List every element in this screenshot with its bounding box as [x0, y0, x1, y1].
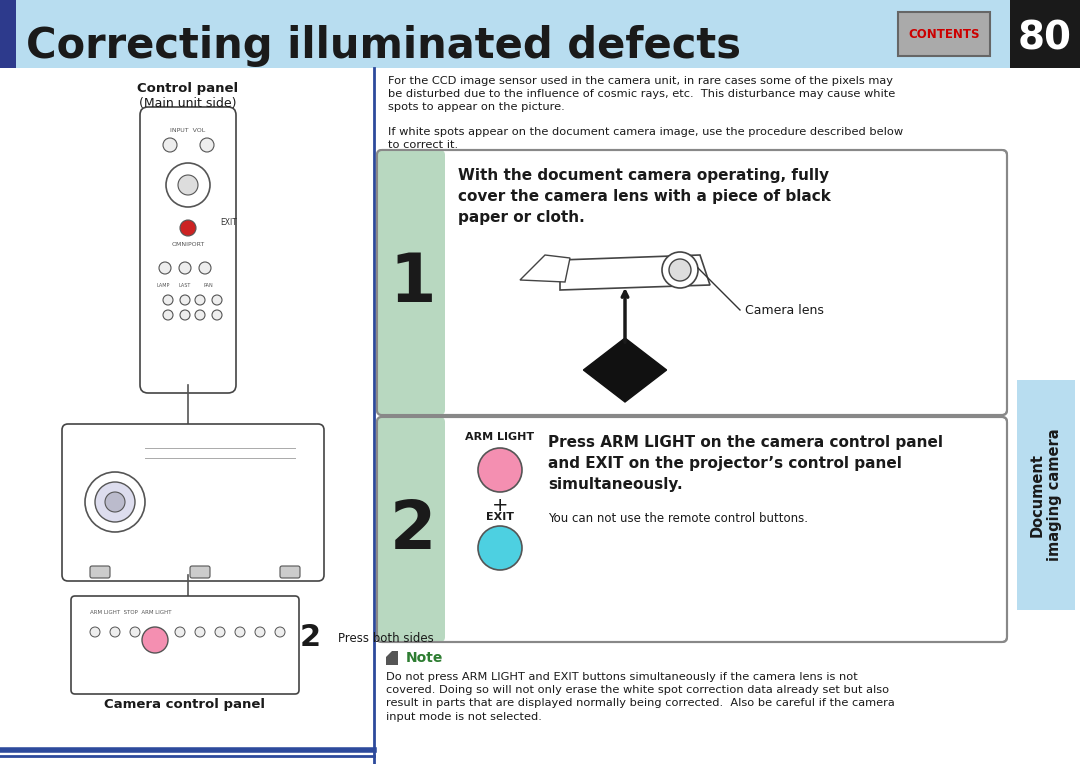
Circle shape: [178, 175, 198, 195]
Circle shape: [662, 252, 698, 288]
Circle shape: [180, 310, 190, 320]
Text: INPUT  VOL: INPUT VOL: [171, 128, 205, 133]
Text: Document
imaging camera: Document imaging camera: [1030, 429, 1063, 562]
Text: Note: Note: [406, 651, 444, 665]
Circle shape: [180, 220, 195, 236]
Text: ARM LIGHT: ARM LIGHT: [465, 432, 535, 442]
Text: With the document camera operating, fully
cover the camera lens with a piece of : With the document camera operating, full…: [458, 168, 831, 225]
Circle shape: [212, 310, 222, 320]
FancyBboxPatch shape: [90, 566, 110, 578]
Circle shape: [179, 262, 191, 274]
Text: ARM LIGHT  STOP  ARM LIGHT: ARM LIGHT STOP ARM LIGHT: [90, 610, 172, 615]
Circle shape: [215, 627, 225, 637]
Text: OMNIPORT: OMNIPORT: [172, 242, 204, 247]
FancyBboxPatch shape: [411, 155, 445, 410]
Text: EXIT: EXIT: [486, 512, 514, 522]
Text: 1: 1: [390, 250, 436, 316]
Text: Press ARM LIGHT on the camera control panel
and EXIT on the projector’s control : Press ARM LIGHT on the camera control pa…: [548, 435, 943, 492]
Text: Camera lens: Camera lens: [745, 303, 824, 316]
Text: (Main unit side): (Main unit side): [139, 97, 237, 110]
FancyBboxPatch shape: [897, 12, 990, 56]
FancyBboxPatch shape: [190, 566, 210, 578]
Text: Control panel: Control panel: [137, 82, 239, 95]
FancyBboxPatch shape: [71, 596, 299, 694]
Circle shape: [110, 627, 120, 637]
Text: +: +: [491, 496, 509, 515]
Text: You can not use the remote control buttons.: You can not use the remote control butto…: [548, 512, 808, 525]
Circle shape: [141, 627, 168, 653]
Text: Camera control panel: Camera control panel: [105, 698, 266, 711]
Circle shape: [85, 472, 145, 532]
FancyBboxPatch shape: [377, 150, 445, 415]
Circle shape: [105, 492, 125, 512]
Text: Press both sides: Press both sides: [338, 632, 434, 645]
Circle shape: [212, 295, 222, 305]
Circle shape: [235, 627, 245, 637]
Circle shape: [199, 262, 211, 274]
Polygon shape: [386, 651, 392, 657]
Circle shape: [163, 138, 177, 152]
FancyBboxPatch shape: [140, 107, 237, 393]
Text: Correcting illuminated defects: Correcting illuminated defects: [26, 25, 741, 67]
Circle shape: [159, 262, 171, 274]
Polygon shape: [583, 338, 666, 402]
Text: 80: 80: [1018, 19, 1072, 57]
Circle shape: [163, 310, 173, 320]
FancyBboxPatch shape: [0, 0, 1080, 68]
Text: Do not press ARM LIGHT and EXIT buttons simultaneously if the camera lens is not: Do not press ARM LIGHT and EXIT buttons …: [386, 672, 894, 722]
Text: LAST: LAST: [179, 283, 191, 288]
Circle shape: [195, 310, 205, 320]
FancyBboxPatch shape: [377, 417, 1007, 642]
Text: PAN: PAN: [203, 283, 213, 288]
Circle shape: [166, 163, 210, 207]
Circle shape: [130, 627, 140, 637]
Text: 2: 2: [299, 623, 321, 652]
Circle shape: [478, 526, 522, 570]
Circle shape: [200, 138, 214, 152]
FancyBboxPatch shape: [0, 0, 16, 68]
FancyBboxPatch shape: [411, 422, 445, 637]
FancyBboxPatch shape: [1017, 380, 1075, 610]
Circle shape: [195, 627, 205, 637]
FancyBboxPatch shape: [1010, 0, 1080, 68]
Text: LAMP: LAMP: [157, 283, 170, 288]
FancyBboxPatch shape: [62, 424, 324, 581]
FancyBboxPatch shape: [386, 651, 399, 665]
Circle shape: [180, 295, 190, 305]
Text: CONTENTS: CONTENTS: [908, 28, 980, 40]
Circle shape: [255, 627, 265, 637]
Text: 2: 2: [390, 497, 436, 563]
Circle shape: [175, 627, 185, 637]
Circle shape: [478, 448, 522, 492]
Circle shape: [275, 627, 285, 637]
Text: If white spots appear on the document camera image, use the procedure described : If white spots appear on the document ca…: [388, 127, 903, 151]
FancyBboxPatch shape: [377, 417, 445, 642]
Circle shape: [669, 259, 691, 281]
Text: EXIT: EXIT: [220, 218, 237, 227]
Circle shape: [163, 295, 173, 305]
FancyBboxPatch shape: [377, 150, 1007, 415]
Polygon shape: [519, 255, 570, 282]
FancyBboxPatch shape: [280, 566, 300, 578]
Circle shape: [195, 295, 205, 305]
Circle shape: [90, 627, 100, 637]
Text: For the CCD image sensor used in the camera unit, in rare cases some of the pixe: For the CCD image sensor used in the cam…: [388, 76, 895, 112]
Polygon shape: [561, 255, 710, 290]
Circle shape: [95, 482, 135, 522]
